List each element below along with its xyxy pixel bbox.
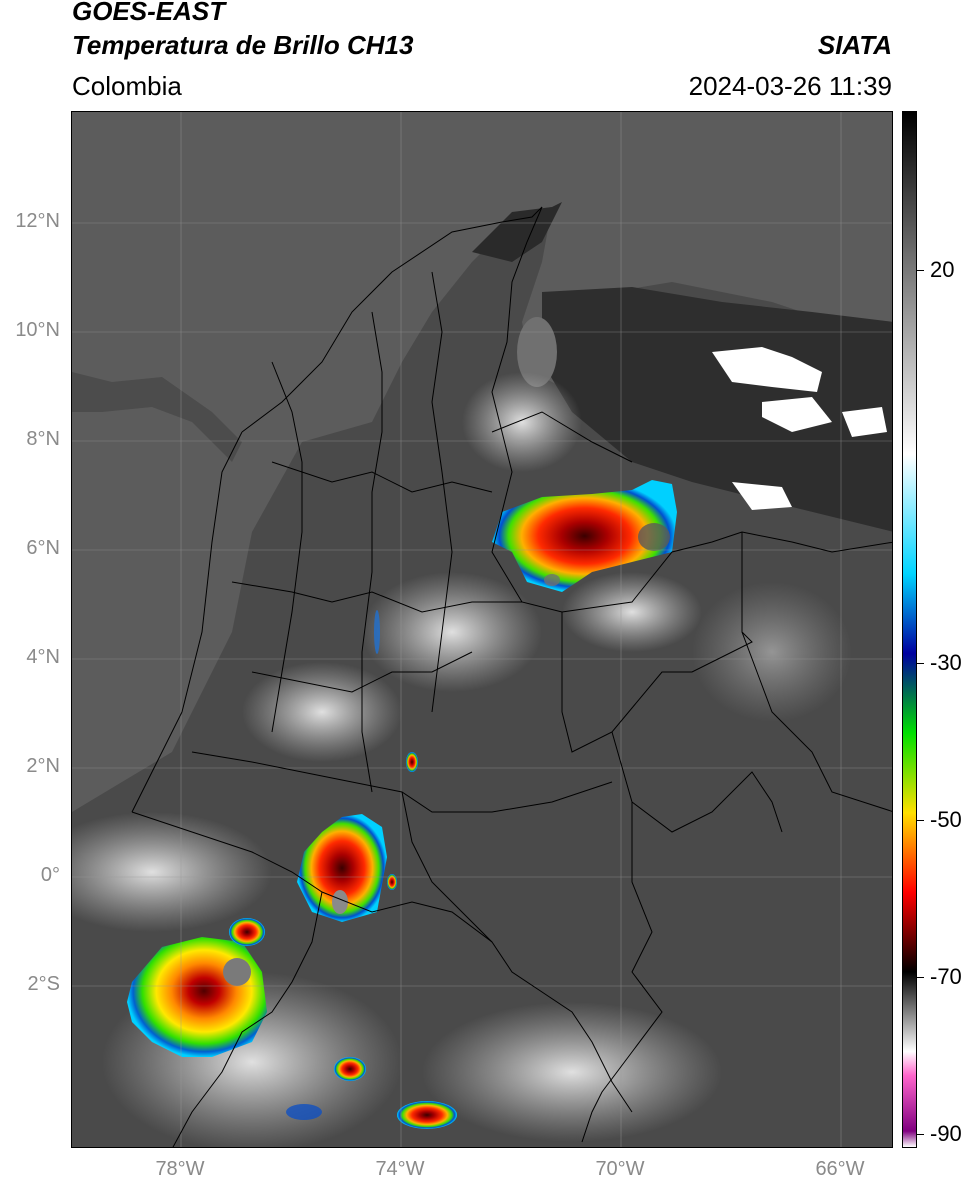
region-label: Colombia	[72, 71, 182, 101]
colorbar-label-20: 20	[930, 257, 955, 282]
lat-label-12n: 12°N	[15, 210, 60, 232]
lon-label-74w: 74°W	[375, 1158, 425, 1180]
lon-label-70w: 70°W	[595, 1158, 645, 1180]
lon-label-78w: 78°W	[155, 1158, 205, 1180]
colorbar-label-minus90: -90	[930, 1121, 962, 1146]
satellite-title: GOES-EAST	[72, 0, 226, 26]
lat-label-2s: 2°S	[27, 973, 60, 995]
colorbar-label-minus30: -30	[930, 650, 962, 675]
colorbar-tick	[917, 270, 924, 271]
satellite-map	[71, 111, 893, 1148]
satellite-imagery	[72, 112, 892, 1147]
lat-label-8n: 8°N	[26, 428, 60, 450]
agency-title: SIATA	[817, 30, 892, 60]
colorbar-tick	[917, 1134, 924, 1135]
lat-label-10n: 10°N	[15, 319, 60, 341]
lat-label-4n: 4°N	[26, 646, 60, 668]
colorbar-label-minus50: -50	[930, 807, 962, 832]
product-title: Temperatura de Brillo CH13	[72, 30, 414, 60]
datetime-label: 2024-03-26 11:39	[688, 71, 892, 101]
colorbar-tick	[917, 820, 924, 821]
colorbar-tick	[917, 663, 924, 664]
colorbar-label-minus70: -70	[930, 964, 962, 989]
lat-label-2n: 2°N	[26, 755, 60, 777]
colorbar-tick	[917, 977, 924, 978]
lon-label-66w: 66°W	[815, 1158, 865, 1180]
lat-label-6n: 6°N	[26, 537, 60, 559]
lat-label-0: 0°	[40, 864, 60, 886]
temperature-colorbar	[902, 111, 917, 1148]
